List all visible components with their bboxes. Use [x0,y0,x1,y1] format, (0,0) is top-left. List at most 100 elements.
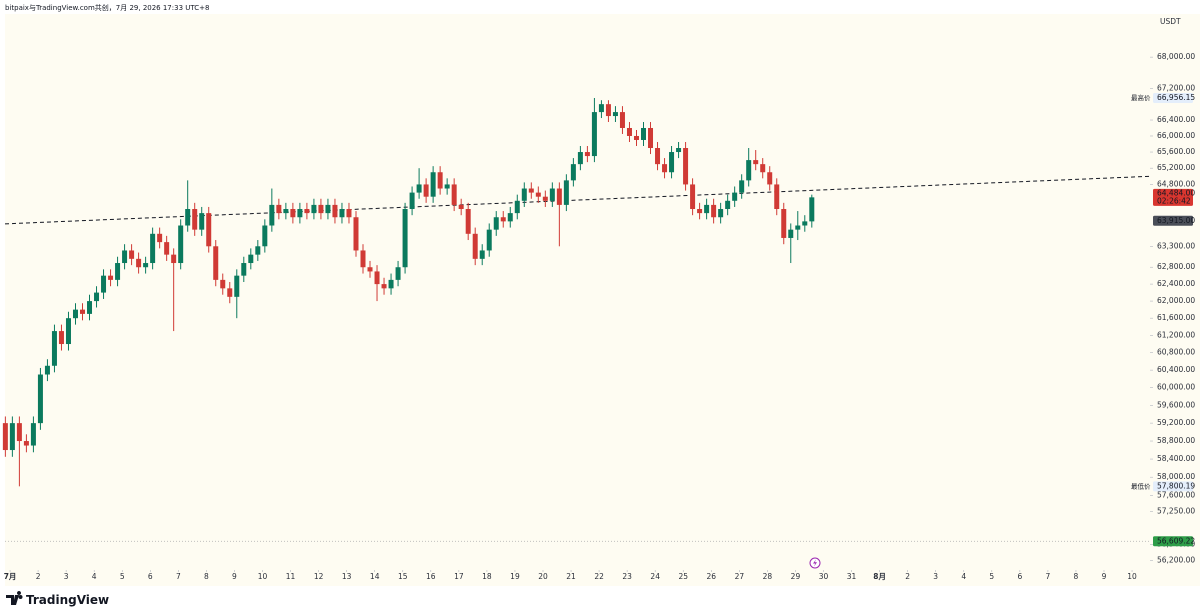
candle-body [143,263,149,268]
candle-body [669,152,675,173]
alert-icon[interactable] [809,557,821,569]
candle-body [753,160,759,165]
candle-body [676,148,682,153]
x-tick-label: 22 [594,572,604,581]
x-tick-label: 15 [398,572,408,581]
candle-body [612,112,618,117]
candle-body [633,135,639,140]
x-tick-label: 3 [933,572,938,581]
y-tick-label: 58,400.00 [1157,454,1195,463]
x-tick-label: 6 [1017,572,1022,581]
x-tick-label: 11 [286,572,296,581]
x-tick-label: 24 [650,572,660,581]
candle-body [248,254,254,264]
high-marker-box [1153,92,1193,103]
candle-body [409,192,415,210]
reference-price-value: 63,915.00 [1157,216,1195,225]
candle-body [563,180,569,205]
candle-body [346,209,352,218]
candle-body [423,184,429,197]
y-tick-label: 61,600.00 [1157,313,1195,322]
candle-body [262,225,268,247]
x-tick-label: 29 [791,572,801,581]
candle-body [108,275,114,280]
candle-body [683,148,689,185]
candle-body [535,192,541,197]
currency-label: USDT [1160,17,1181,26]
x-tick-label: 4 [92,572,97,581]
candle-body [598,104,604,113]
candle-body [718,209,724,218]
candle-body [241,263,247,276]
x-tick-label: 4 [961,572,966,581]
candle-body [255,246,261,255]
candle-body [591,112,597,157]
candle-body [150,233,156,264]
candle-body [542,196,548,201]
x-tick-label: 8 [1074,572,1079,581]
candle-body [9,423,15,451]
candle-body [549,188,555,201]
y-tick-label: 58,000.00 [1157,472,1195,481]
candle-body [479,250,485,259]
x-tick-label: 2 [905,572,910,581]
y-tick-label: 58,800.00 [1157,436,1195,445]
candle-body [704,204,710,214]
x-tick-label: 13 [342,572,352,581]
x-tick-label: 8月 [873,572,886,581]
candle-body [220,279,226,289]
candle-body [325,204,331,214]
low-marker-value: 57,800.19 [1157,481,1195,490]
candle-body [136,258,142,268]
y-tick-label: 62,800.00 [1157,262,1195,271]
candle-body [809,197,815,222]
candle-body [234,275,240,297]
candle-body [227,288,233,297]
candle-body [402,209,408,268]
y-tick-label: 60,400.00 [1157,365,1195,374]
y-tick-label: 62,400.00 [1157,279,1195,288]
y-tick-label: 59,200.00 [1157,418,1195,427]
candle-body [360,250,366,268]
x-tick-label: 18 [482,572,492,581]
alert-icon-bolt[interactable] [813,559,817,567]
y-tick-label: 68,000.00 [1157,52,1195,61]
candle-body [395,267,401,280]
x-tick-label: 12 [314,572,324,581]
low-marker-tag-box [1129,481,1151,492]
candle-body [760,164,766,173]
candle-body [65,318,71,345]
candle-body [626,127,632,136]
candle-body [655,148,661,165]
high-marker-value: 66,956.15 [1157,93,1195,102]
candle-body [570,164,576,181]
candle-body [374,271,380,285]
candle-body [528,188,534,193]
candle-body [711,204,717,218]
y-tick-label: 65,600.00 [1157,147,1195,156]
x-tick-label: 17 [454,572,464,581]
y-tick-label: 63,300.00 [1157,241,1195,250]
header: bitpaix与TradingView.com共创，7月 29, 2026 17… [5,3,209,12]
x-tick-label: 2 [36,572,41,581]
candle-body [129,250,135,259]
x-tick-label: 30 [819,572,829,581]
last-price-countdown: 02:26:42 [1157,196,1191,205]
candle-body [641,127,647,140]
candle-body [192,209,198,230]
candle-body [72,309,78,319]
logo: TradingView [6,591,109,607]
y-tick-label: 56,200.00 [1157,555,1195,564]
candle-body [213,246,219,280]
candle-body [80,309,86,314]
last-price-box [1153,188,1193,206]
candle-body [304,209,310,214]
candle-body [51,331,57,366]
candle-body [493,217,499,230]
candle-body [781,209,787,238]
logo-dot [18,595,23,599]
candle-body [556,188,562,205]
x-tick-label: 14 [370,572,380,581]
y-tick-label: 65,200.00 [1157,163,1195,172]
